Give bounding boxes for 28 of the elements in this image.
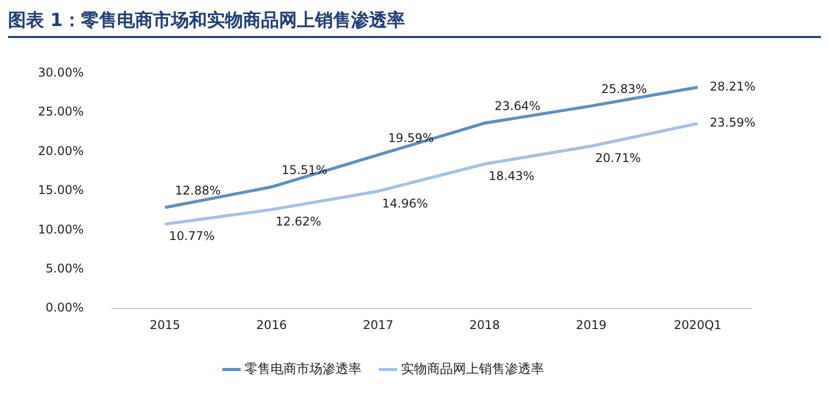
data-label: 20.71%	[595, 151, 641, 166]
data-label: 14.96%	[382, 196, 428, 210]
data-label: 23.64%	[494, 99, 540, 114]
y-tick-label: 15.00%	[38, 183, 84, 198]
data-label: 19.59%	[388, 131, 434, 146]
data-label: 12.88%	[175, 184, 221, 198]
y-tick-label: 0.00%	[46, 300, 84, 315]
data-label: 25.83%	[601, 82, 647, 96]
x-tick-label: 2019	[576, 318, 606, 332]
data-label: 12.62%	[276, 214, 322, 229]
data-label: 28.21%	[710, 79, 756, 94]
chart-title: 图表 1：零售电商市场和实物商品网上销售渗透率	[8, 8, 821, 38]
data-label: 10.77%	[169, 229, 215, 244]
data-label: 18.43%	[488, 169, 534, 184]
legend-label: 实物商品网上销售渗透率	[401, 360, 544, 377]
y-tick-label: 5.00%	[46, 261, 84, 276]
y-tick-label: 30.00%	[38, 65, 84, 80]
x-tick-label: 2020Q1	[674, 318, 722, 332]
x-tick-label: 2015	[150, 318, 180, 332]
data-label: 15.51%	[282, 163, 328, 178]
x-tick-label: 2017	[362, 318, 394, 332]
y-tick-label: 20.00%	[38, 144, 84, 158]
data-label: 23.59%	[710, 116, 756, 130]
x-tick-label: 2016	[256, 318, 287, 332]
x-tick-label: 2018	[469, 318, 500, 332]
y-tick-label: 25.00%	[38, 104, 84, 119]
legend-label: 零售电商市场渗透率	[244, 360, 362, 377]
y-tick-label: 10.00%	[38, 222, 84, 236]
